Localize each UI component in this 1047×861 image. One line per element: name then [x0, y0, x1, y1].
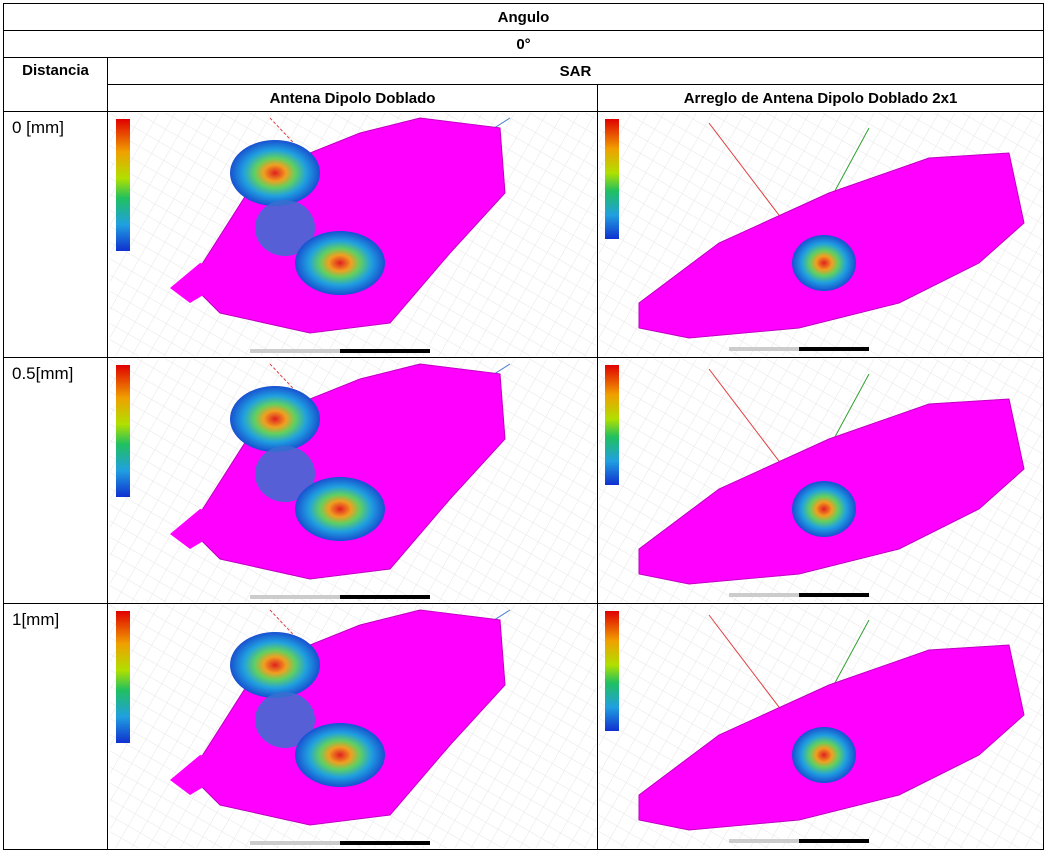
hand-sar	[110, 359, 596, 602]
distance-header: Distancia	[4, 58, 108, 112]
antenna-header: Antena Dipolo Doblado	[108, 85, 598, 112]
distance: 0 [mm]	[4, 112, 108, 358]
hand-sar	[599, 113, 1043, 356]
page: {"table": {"header": {"title": "Angulo",…	[0, 0, 1047, 861]
distance: 0.5[mm]	[4, 358, 108, 604]
sar-table: Angulo 0° Distancia SAR Antena Dipolo Do…	[3, 3, 1044, 850]
distance: 1[mm]	[4, 604, 108, 850]
sar-image	[108, 112, 598, 358]
sar-image	[598, 112, 1044, 358]
hand-sar	[110, 113, 596, 356]
sar-image	[108, 358, 598, 604]
antenna-header: Arreglo de Antena Dipolo Doblado 2x1	[598, 85, 1044, 112]
hand-sar	[599, 359, 1043, 602]
sar-image	[108, 604, 598, 850]
title: Angulo	[4, 4, 1044, 31]
sar-image	[598, 358, 1044, 604]
angle: 0°	[4, 31, 1044, 58]
sar-image	[598, 604, 1044, 850]
hand-sar	[599, 605, 1043, 848]
hand-sar	[110, 605, 596, 848]
sar-header: SAR	[108, 58, 1044, 85]
